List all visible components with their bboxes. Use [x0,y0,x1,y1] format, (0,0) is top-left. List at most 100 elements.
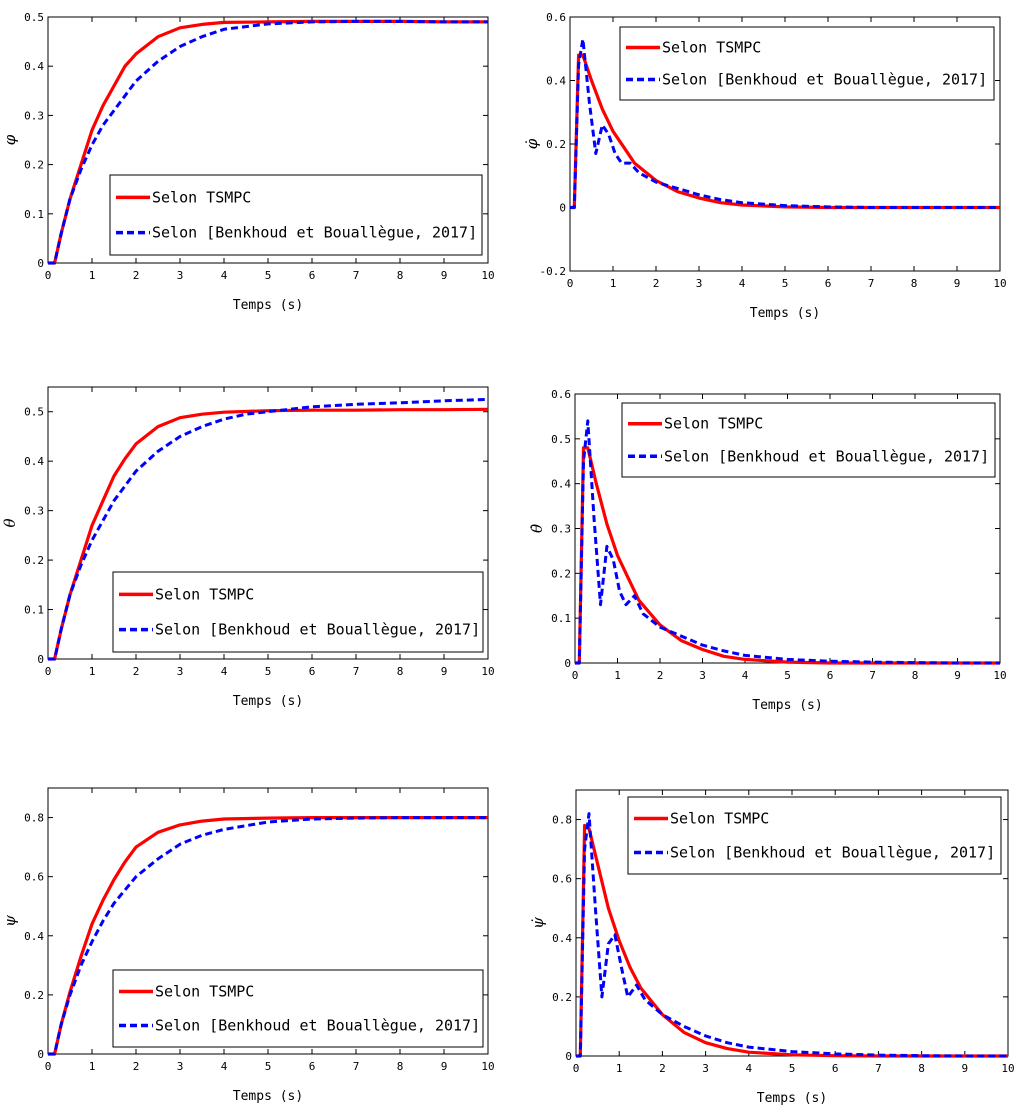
x-tick-label: 1 [89,665,96,678]
x-tick-label: 9 [441,269,448,282]
x-axis-label: Temps (s) [233,298,303,313]
subplot-4: 0 1 2 3 4 5 6 7 8 9 10 0 0.1 0.2 0.3 0.4 0.5 0.6 Temps (s)… [528,388,1007,713]
x-tick-label: 8 [397,665,404,678]
legend-label: Selon [Benkhoud et Bouallègue, 2017] [155,621,480,639]
x-axis-label: Temps (s) [752,698,822,713]
legend-label: Selon [Benkhoud et Bouallègue, 2017] [152,224,477,242]
x-tick-label: 9 [954,277,961,290]
y-tick-label: 0.6 [552,873,572,886]
x-tick-label: 7 [353,665,360,678]
y-tick-label: 0 [37,1048,44,1061]
y-tick-label: 0.2 [24,554,44,567]
subplot-6: 0 1 2 3 4 5 6 7 8 9 10 0 0.2 0.4 0.6 0.8 Temps (s) ψ̇ Selo… [529,789,1015,1106]
x-tick-label: 3 [702,1062,709,1075]
legend-label: Selon TSMPC [155,983,254,1001]
x-tick-label: 3 [177,269,184,282]
x-axis-label: Temps (s) [233,694,303,709]
y-tick-label: 0.5 [24,11,44,24]
legend-label: Selon TSMPC [155,585,254,603]
y-axis-label: ψ [1,915,19,927]
y-axis-label: θ [1,518,19,527]
y-tick-label: 0.3 [24,109,44,122]
legend-box [112,969,484,1048]
series-line-benkhoud [48,816,488,1056]
x-tick-label: 8 [912,669,919,682]
legend-label: Selon TSMPC [662,38,761,56]
y-tick-label: 0.8 [24,812,44,825]
y-tick-label: 0.4 [546,75,566,88]
x-axis-label: Temps (s) [233,1089,303,1104]
y-tick-label: 0.1 [24,604,44,617]
x-tick-label: 6 [832,1062,839,1075]
x-tick-label: 8 [911,277,918,290]
y-tick-label: 0.5 [551,433,571,446]
x-tick-label: 0 [45,665,52,678]
x-tick-label: 9 [441,1060,448,1073]
subplot-1: 0 1 2 3 4 5 6 7 8 9 10 0 0.1 0.2 0.3 0.4 0.5 Temps (s) φ Se… [1,11,495,313]
y-tick-label: 0.6 [546,11,566,24]
x-tick-label: 5 [782,277,789,290]
legend-box [109,174,483,256]
y-tick-label: 0.6 [551,388,571,401]
legend-box [627,796,1002,875]
x-tick-label: 6 [825,277,832,290]
x-axis-label: Temps (s) [750,306,820,321]
legend-label: Selon TSMPC [152,188,251,206]
legend-label: Selon [Benkhoud et Bouallègue, 2017] [670,843,995,861]
x-tick-label: 8 [918,1062,925,1075]
x-tick-label: 5 [265,665,272,678]
legend: Selon TSMPC Selon [Benkhoud et Bouallègue… [112,571,484,653]
x-tick-label: 5 [265,269,272,282]
x-tick-label: 10 [481,1060,494,1073]
x-tick-label: 6 [827,669,834,682]
x-tick-label: 7 [869,669,876,682]
x-tick-label: 2 [659,1062,666,1075]
x-tick-label: 0 [45,1060,52,1073]
y-tick-label: 0.6 [24,871,44,884]
y-tick-label: 0 [565,1050,572,1063]
y-tick-label: 0.4 [24,930,44,943]
x-tick-label: 1 [89,1060,96,1073]
legend-label: Selon [Benkhoud et Bouallègue, 2017] [662,71,987,89]
y-tick-label: 0.2 [546,138,566,151]
series-line-benkhoud [48,397,489,661]
y-tick-label: 0.2 [552,991,572,1004]
y-tick-label: 0.1 [24,208,44,221]
y-tick-label: 0 [37,653,44,666]
legend-label: Selon TSMPC [670,810,769,828]
y-axis-label: φ [1,134,19,145]
x-tick-label: 6 [309,665,316,678]
x-tick-label: 0 [567,277,574,290]
x-tick-label: 2 [133,1060,140,1073]
y-tick-label: 0.4 [551,478,571,491]
y-tick-label: 0.2 [551,567,571,580]
x-tick-label: 1 [614,669,621,682]
x-axis-label: Temps (s) [757,1091,827,1106]
y-tick-label: 0 [37,257,44,270]
x-tick-label: 0 [573,1062,580,1075]
y-tick-label: 0.1 [551,612,571,625]
x-tick-label: 4 [221,665,228,678]
x-tick-label: 4 [221,269,228,282]
x-tick-label: 2 [133,269,140,282]
y-tick-label: 0 [564,657,571,670]
y-tick-label: 0.4 [552,932,572,945]
y-tick-label: 0 [559,202,566,215]
x-tick-label: 5 [789,1062,796,1075]
x-tick-label: 7 [868,277,875,290]
y-tick-label: 0.2 [24,159,44,172]
x-tick-label: 7 [353,269,360,282]
x-tick-label: 9 [954,669,961,682]
series-line-benkhoud [570,37,1000,209]
legend: Selon TSMPC Selon [Benkhoud et Bouallègue… [112,969,484,1048]
x-tick-label: 1 [610,277,617,290]
x-tick-label: 1 [616,1062,623,1075]
x-tick-label: 10 [481,665,494,678]
x-tick-label: 6 [309,1060,316,1073]
x-tick-label: 2 [657,669,664,682]
x-tick-label: 6 [309,269,316,282]
x-tick-label: 2 [653,277,660,290]
legend-box [619,26,995,101]
